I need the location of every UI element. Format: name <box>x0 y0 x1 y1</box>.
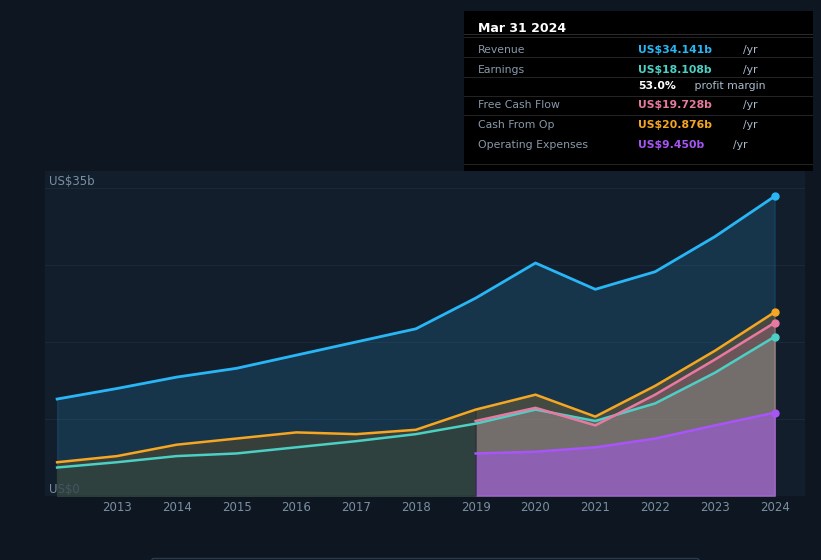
Text: /yr: /yr <box>743 44 758 54</box>
Legend: Revenue, Earnings, Free Cash Flow, Cash From Op, Operating Expenses: Revenue, Earnings, Free Cash Flow, Cash … <box>151 558 699 560</box>
Text: US$18.108b: US$18.108b <box>639 66 712 75</box>
Text: Cash From Op: Cash From Op <box>478 119 554 129</box>
Text: US$20.876b: US$20.876b <box>639 119 713 129</box>
Text: Mar 31 2024: Mar 31 2024 <box>478 22 566 35</box>
Text: US$19.728b: US$19.728b <box>639 100 712 110</box>
Text: US$35b: US$35b <box>49 175 94 188</box>
Text: Revenue: Revenue <box>478 44 525 54</box>
Text: US$9.450b: US$9.450b <box>639 140 704 150</box>
Text: 53.0%: 53.0% <box>639 81 677 91</box>
Text: /yr: /yr <box>743 119 758 129</box>
Text: profit margin: profit margin <box>690 81 765 91</box>
Text: /yr: /yr <box>743 100 758 110</box>
Text: US$34.141b: US$34.141b <box>639 44 713 54</box>
Text: Free Cash Flow: Free Cash Flow <box>478 100 560 110</box>
Text: /yr: /yr <box>732 140 747 150</box>
Text: US$0: US$0 <box>49 483 80 496</box>
Text: /yr: /yr <box>743 66 758 75</box>
Text: Operating Expenses: Operating Expenses <box>478 140 588 150</box>
Text: Earnings: Earnings <box>478 66 525 75</box>
